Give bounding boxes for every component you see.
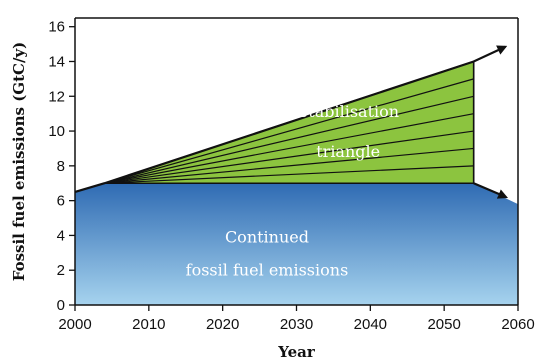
arrow-path-1	[74, 45, 508, 193]
x-tick-label: 2000	[58, 316, 91, 333]
wedge-line-1	[104, 165, 474, 184]
stabilisation-label-line-1: Stabilisation	[297, 102, 399, 121]
wedge-line-6	[104, 78, 474, 184]
y-axis-title: Fossil fuel emissions (GtC/y)	[10, 42, 28, 282]
wedge-line-4	[104, 113, 474, 184]
x-tick-label: 2010	[132, 316, 165, 333]
wedge-line-3	[104, 130, 474, 184]
continued-emissions-area	[75, 183, 518, 305]
y-tick-label: 8	[57, 158, 65, 175]
y-tick-label: 4	[57, 227, 65, 244]
continued-label-line-2: fossil fuel emissions	[186, 260, 349, 279]
y-tick-label: 6	[57, 193, 65, 210]
x-tick-label: 2030	[280, 316, 313, 333]
continued-label-line-1: Continued	[225, 227, 309, 246]
x-axis-title: Year	[277, 343, 316, 361]
x-tick-label: 2020	[206, 316, 239, 333]
stabilisation-label-line-2: triangle	[316, 142, 380, 161]
wedge-line-2	[104, 147, 474, 184]
arrow-path-2	[473, 182, 509, 199]
y-tick-label: 12	[48, 88, 65, 105]
x-tick-label: 2060	[501, 316, 534, 333]
y-tick-label: 0	[57, 297, 65, 314]
y-tick-label: 2	[57, 262, 65, 279]
wedge-line-5	[104, 95, 474, 184]
y-tick-label: 10	[48, 123, 65, 140]
y-tick-label: 14	[48, 53, 65, 70]
y-tick-label: 16	[48, 19, 65, 36]
x-tick-label: 2040	[354, 316, 387, 333]
x-tick-label: 2050	[427, 316, 460, 333]
